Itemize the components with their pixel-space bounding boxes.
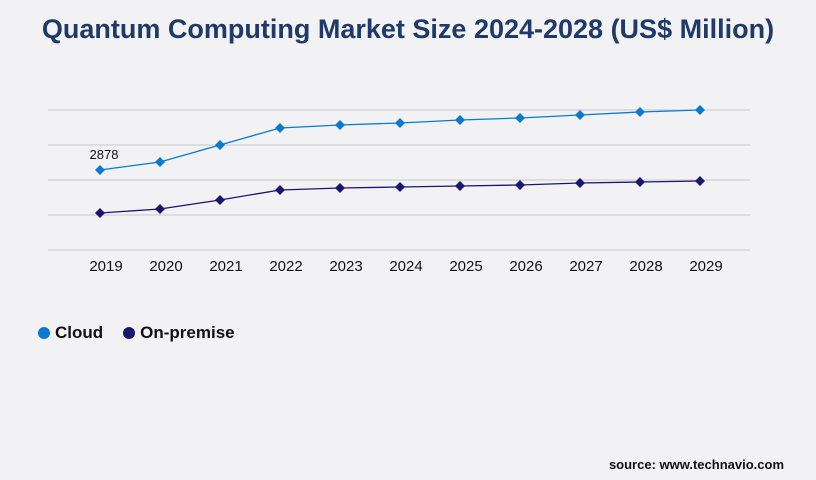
legend-label: Cloud [55,323,104,342]
legend-label: On-premise [140,323,235,342]
x-tick-label: 2020 [149,258,182,275]
legend: Cloud On-premise [38,323,235,343]
data-point [155,203,165,214]
data-point [455,181,465,192]
x-tick-label: 2026 [509,258,542,275]
data-point [695,176,705,187]
data-point [515,180,525,191]
data-point [95,207,105,218]
data-point [515,112,525,123]
data-label: 2878 [90,147,119,162]
x-tick-label: 2024 [389,258,422,275]
data-point [455,114,465,125]
x-tick-label: 2019 [89,258,122,275]
data-point [635,106,645,117]
chart-title: Quantum Computing Market Size 2024-2028 … [41,14,775,44]
data-point [575,178,585,189]
legend-marker-on-premise [123,327,136,339]
x-tick-label: 2027 [569,258,602,275]
data-point [335,119,345,130]
source-text: source: www.technavio.com [608,457,784,472]
data-point [275,184,285,195]
data-point [395,117,405,128]
data-point [635,177,645,188]
data-point [215,194,225,205]
data-point [575,109,585,120]
x-tick-label: 2023 [329,258,362,275]
data-point [395,182,405,193]
data-point [275,122,285,133]
legend-item-on-premise: On-premise [123,323,235,343]
legend-marker-cloud [38,327,50,339]
data-point [695,104,705,115]
x-tick-label: 2022 [269,258,302,275]
x-tick-label: 2029 [689,258,722,275]
data-point [155,156,165,167]
data-point [215,140,225,150]
x-tick-label: 2028 [629,258,662,275]
legend-item-cloud: Cloud [38,323,103,343]
x-tick-label: 2021 [209,258,242,275]
x-tick-label: 2025 [449,258,482,275]
data-point [95,164,105,175]
data-point [335,183,345,194]
